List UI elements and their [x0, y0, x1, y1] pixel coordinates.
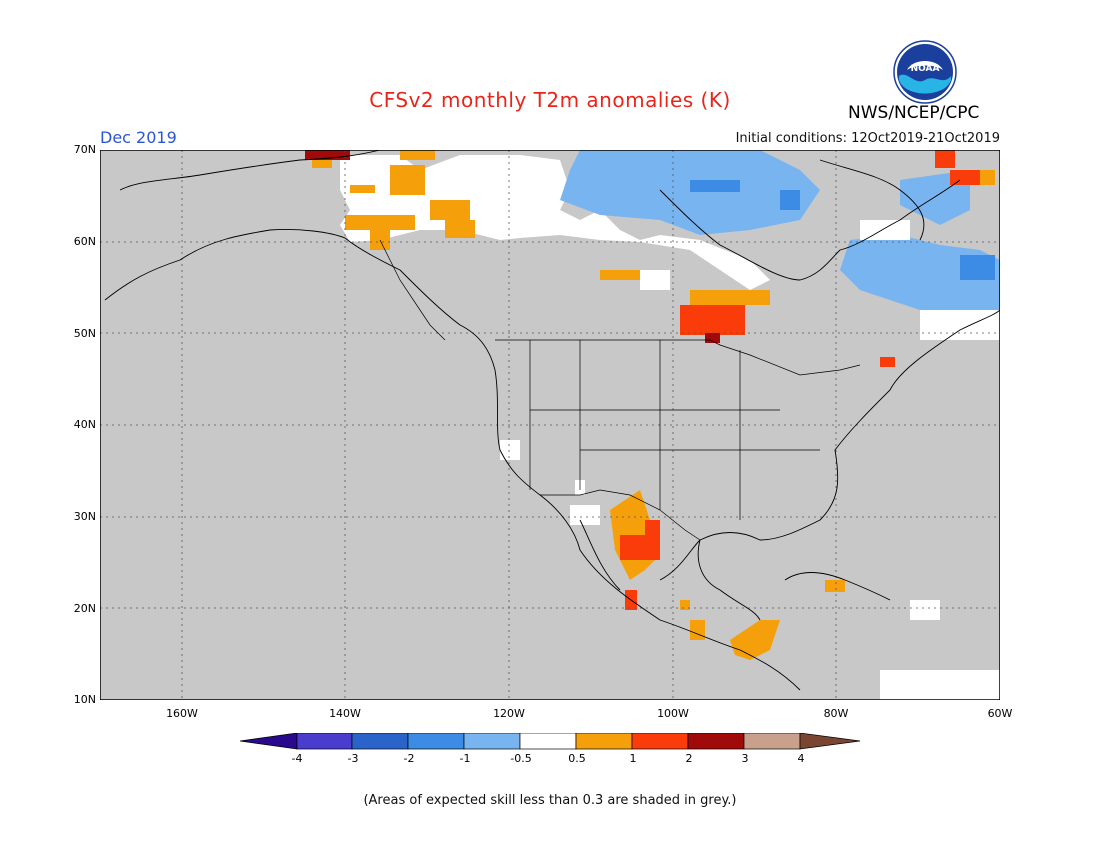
noaa-logo: NOAA [893, 40, 957, 104]
cool-patch-hudson-2 [780, 190, 800, 210]
warm-patch-alaska-3 [345, 215, 415, 230]
colorbar-label-m05: -0.5 [510, 752, 532, 765]
warm-patch-yukon-2 [430, 200, 470, 220]
near-normal-ne-1 [860, 220, 910, 240]
near-normal-region-northwest [340, 155, 770, 290]
warm-patch-ontario-2 [680, 305, 745, 335]
lat-label-60n: 60N [73, 235, 96, 248]
colorbar-bin-8 [687, 733, 745, 750]
colorbar-label-m3: -3 [347, 752, 359, 765]
warm-patch-yukon [390, 165, 425, 195]
lat-label-50n: 50N [73, 327, 96, 340]
colorbar-label-p3: 3 [741, 752, 749, 765]
cool-patch-hudson [690, 180, 740, 192]
warm-patch-greenland-3 [980, 170, 995, 185]
colorbar-bin-5 [519, 733, 577, 750]
colorbar-label-p4: 4 [797, 752, 805, 765]
colorbar-bin-4 [463, 733, 521, 750]
lon-label-120w: 120W [493, 707, 525, 720]
anomaly-fields [305, 150, 1000, 700]
lat-label-40n: 40N [73, 418, 96, 431]
warm-patch-mexico-1 [620, 535, 660, 560]
colorbar-label-p1: 1 [629, 752, 637, 765]
map-title: CFSv2 monthly T2m anomalies (K) [369, 88, 731, 112]
colorbar-bin-7 [631, 733, 689, 750]
graticule [100, 150, 1000, 700]
org-label: NWS/NCEP/CPC [848, 103, 980, 123]
warm-patch-ontario-1 [690, 290, 770, 305]
lat-label-70n: 70N [73, 143, 96, 156]
colorbar-bin-2 [351, 733, 409, 750]
colorbar-label-m1: -1 [459, 752, 471, 765]
warm-patch-yukon-3 [445, 220, 475, 238]
warm-patch-mexico-5 [690, 620, 705, 640]
warm-patch-alaska-1 [312, 160, 332, 168]
warm-patch-mexico-2 [645, 520, 660, 535]
near-normal-baja [570, 505, 600, 525]
colorbar-label-m2: -2 [403, 752, 415, 765]
near-normal-south-america [880, 670, 1000, 700]
colorbar-under-arrow [240, 733, 298, 750]
warm-patch-canada-1 [600, 270, 640, 280]
anomaly-map [100, 150, 1000, 700]
period-label: Dec 2019 [100, 128, 177, 147]
warm-region-central-america [730, 620, 780, 660]
warm-patch-cuba [825, 580, 845, 592]
political-borders [379, 239, 861, 541]
colorbar-label-m4: -4 [291, 752, 303, 765]
warm-patch-greenland-1 [935, 150, 955, 168]
noaa-logo-text: NOAA [911, 64, 940, 74]
lon-label-140w: 140W [329, 707, 361, 720]
warm-patch-alaska-2 [350, 185, 375, 193]
colorbar-bin-6 [575, 733, 633, 750]
near-normal-canada-1 [640, 270, 670, 290]
warm-patch-alaska-dark [305, 150, 350, 160]
near-normal-caribbean [910, 600, 940, 620]
colorbar-bin-3 [407, 733, 465, 750]
colorbar [240, 733, 861, 750]
cool-region-central-canada [560, 150, 820, 235]
warm-patch-quebec [880, 357, 895, 367]
lon-label-60w: 60W [987, 707, 1013, 720]
lat-label-30n: 30N [73, 510, 96, 523]
lat-label-10n: 10N [73, 693, 96, 706]
near-normal-california [500, 440, 520, 460]
lon-label-160w: 160W [166, 707, 198, 720]
skill-footnote: (Areas of expected skill less than 0.3 a… [363, 793, 737, 808]
near-normal-ne-2 [920, 310, 1000, 340]
initial-conditions-label: Initial conditions: 12Oct2019-21Oct2019 [735, 131, 1000, 146]
cool-patch-labrador [960, 255, 995, 280]
colorbar-over-arrow [799, 733, 861, 750]
warm-patch-arctic-1 [400, 150, 435, 160]
lon-label-80w: 80W [823, 707, 849, 720]
colorbar-label-p05: 0.5 [568, 752, 586, 765]
lat-label-20n: 20N [73, 602, 96, 615]
colorbar-bin-1 [296, 733, 353, 750]
lon-label-100w: 100W [657, 707, 689, 720]
warm-patch-mexico-4 [680, 600, 690, 610]
warm-patch-ontario-dark [705, 333, 720, 343]
colorbar-label-p2: 2 [685, 752, 693, 765]
colorbar-bin-9 [743, 733, 801, 750]
coastlines [104, 150, 1000, 691]
